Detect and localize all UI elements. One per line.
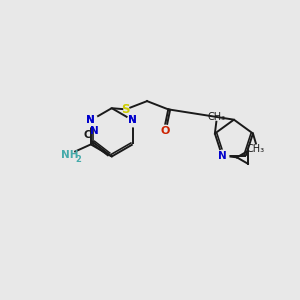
Text: CH₃: CH₃ <box>247 144 265 154</box>
Text: CH₃: CH₃ <box>207 112 225 122</box>
Text: S: S <box>122 103 130 116</box>
Text: N: N <box>128 115 137 125</box>
Text: N: N <box>218 151 226 161</box>
Text: C: C <box>83 130 91 140</box>
Text: N: N <box>90 126 98 136</box>
Text: O: O <box>160 126 169 136</box>
Text: N: N <box>86 115 95 125</box>
Text: 2: 2 <box>75 155 81 164</box>
Text: N: N <box>86 115 95 125</box>
Text: NH: NH <box>61 150 78 160</box>
Text: N: N <box>128 115 137 125</box>
